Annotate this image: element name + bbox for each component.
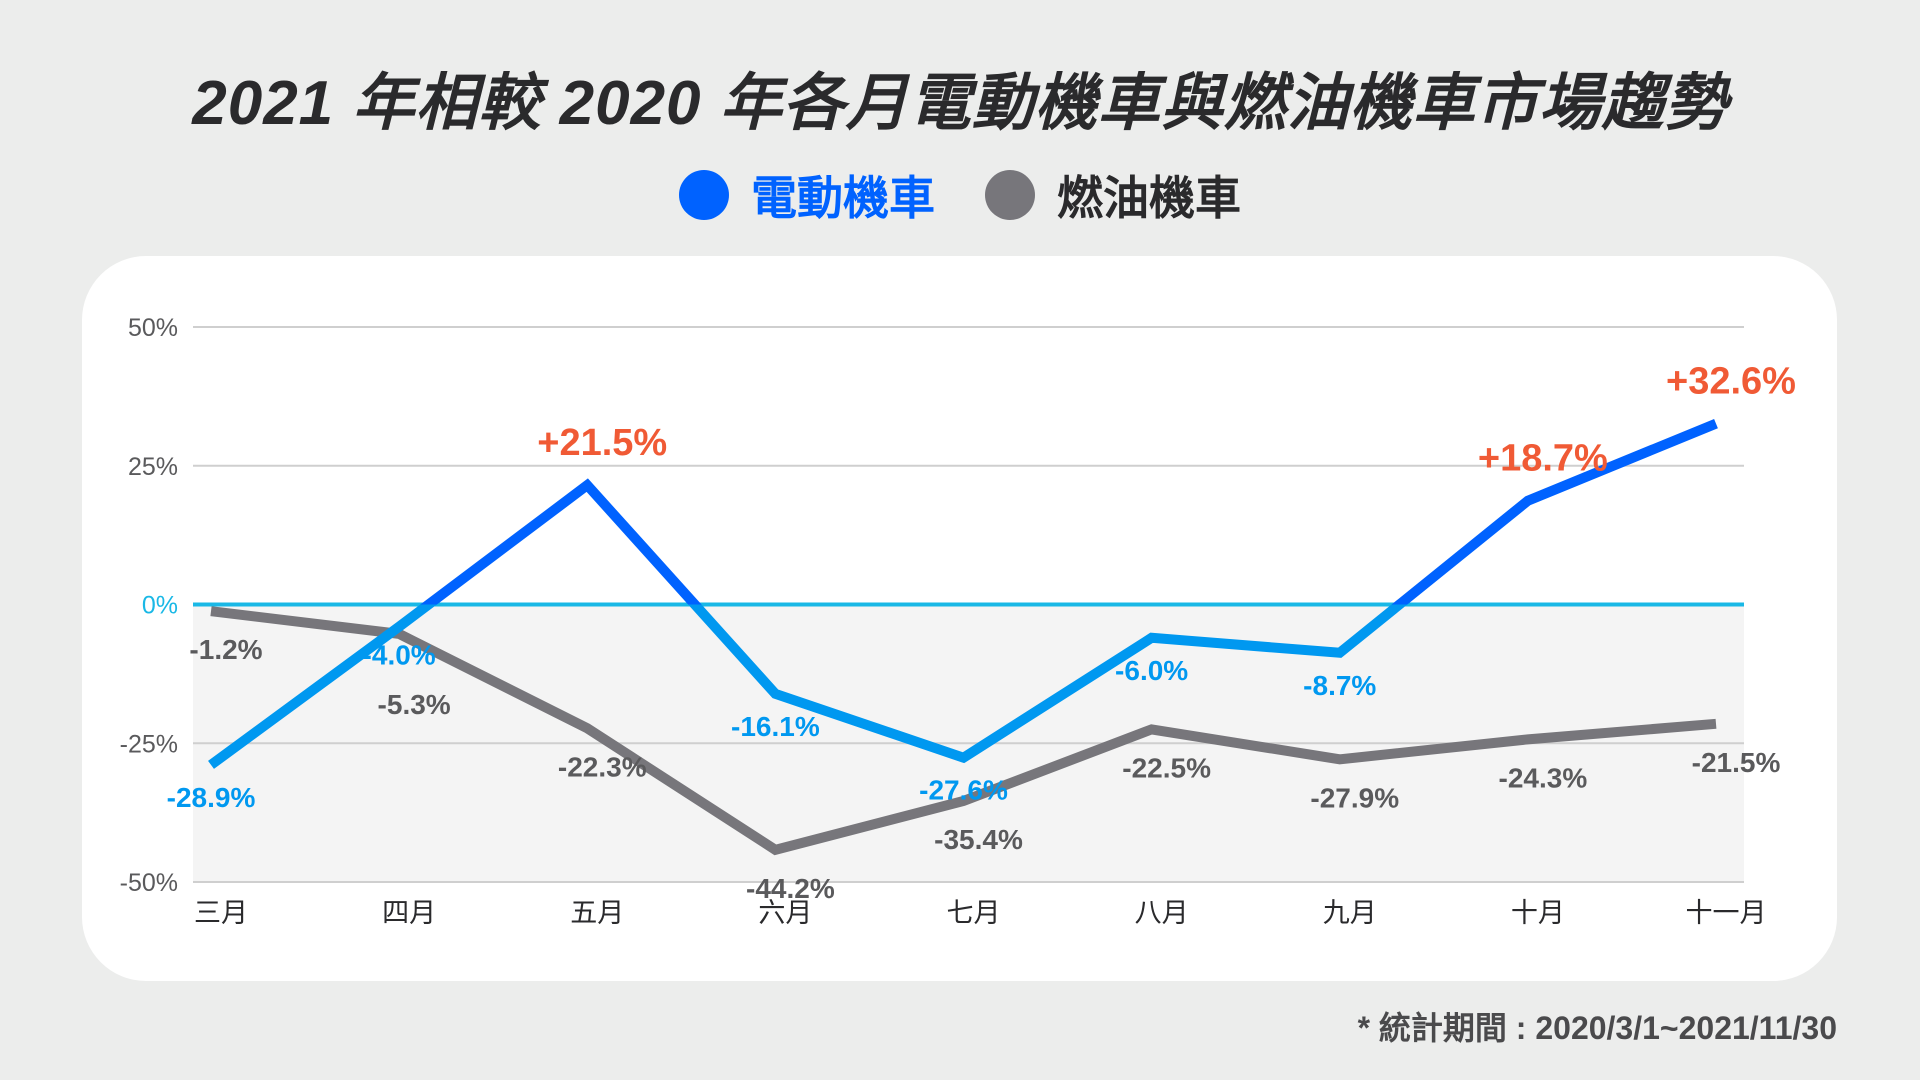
footnote: * 統計期間 : 2020/3/1~2021/11/30 <box>1357 1010 1837 1046</box>
legend-dot-electric <box>679 170 729 220</box>
x-tick-label: 十一月 <box>1686 898 1767 928</box>
fuel-data-label: -24.3% <box>1499 762 1588 793</box>
electric-data-label: -27.6% <box>919 775 1008 806</box>
fuel-data-label: -22.3% <box>558 751 647 782</box>
y-tick-label: 0% <box>142 592 178 620</box>
x-tick-label: 三月 <box>194 898 248 928</box>
fuel-data-label: -5.3% <box>378 689 451 720</box>
fuel-data-label: -22.5% <box>1122 752 1211 783</box>
y-tick-label: -25% <box>120 730 178 758</box>
electric-data-label: -4.0% <box>363 640 436 671</box>
fuel-data-label: -44.2% <box>746 873 835 904</box>
electric-data-label: -6.0% <box>1115 655 1188 686</box>
electric-data-label: -28.9% <box>167 782 256 813</box>
x-tick-label: 十月 <box>1511 898 1565 928</box>
x-tick-label: 八月 <box>1135 898 1189 928</box>
legend-item-fuel: 燃油機車 <box>985 162 1241 228</box>
fuel-series-line <box>210 606 1717 856</box>
x-tick-label: 九月 <box>1323 898 1377 928</box>
fuel-data-label: -35.4% <box>934 824 1023 855</box>
electric-data-label: -16.1% <box>731 711 820 742</box>
x-tick-label: 六月 <box>758 898 812 928</box>
x-tick-label: 七月 <box>947 898 1001 928</box>
legend-label-electric: 電動機車 <box>751 172 935 224</box>
legend-dot-fuel <box>985 170 1035 220</box>
fuel-data-label: -21.5% <box>1692 747 1781 778</box>
electric-data-label: +18.7% <box>1478 438 1608 480</box>
electric-data-label: -8.7% <box>1303 670 1376 701</box>
legend-label-fuel: 燃油機車 <box>1057 172 1241 224</box>
legend: 電動機車 燃油機車 <box>0 162 1920 228</box>
y-tick-label: 50% <box>128 314 178 342</box>
y-tick-label: -50% <box>120 869 178 897</box>
y-tick-label: 25% <box>128 453 178 481</box>
electric-data-label: +32.6% <box>1666 361 1796 403</box>
electric-data-label: +21.5% <box>537 422 667 464</box>
fuel-data-label: -1.2% <box>189 634 262 665</box>
chart-title: 2021 年相較 2020 年各月電動機車與燃油機車市場趨勢 <box>192 69 1728 138</box>
electric-series-line <box>208 418 1718 769</box>
legend-item-electric: 電動機車 <box>679 162 935 228</box>
x-tick-label: 五月 <box>570 898 624 928</box>
fuel-data-label: -27.9% <box>1310 782 1399 813</box>
x-tick-label: 四月 <box>382 898 436 928</box>
